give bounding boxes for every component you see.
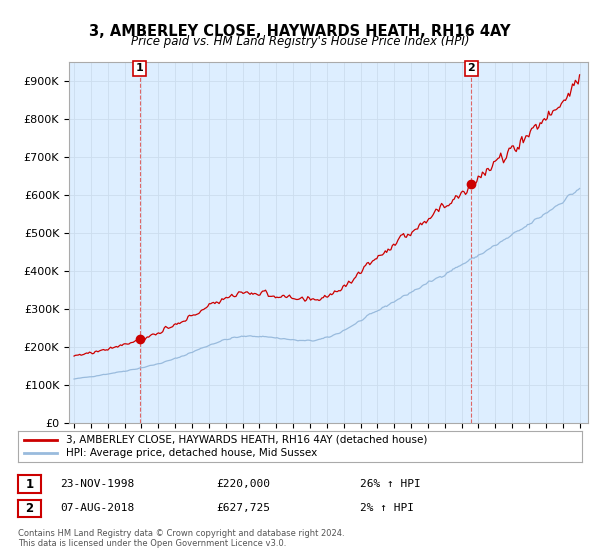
Text: 2: 2	[467, 63, 475, 73]
Text: 1: 1	[136, 63, 143, 73]
Text: 23-NOV-1998: 23-NOV-1998	[60, 479, 134, 489]
Text: 2: 2	[25, 502, 34, 515]
Text: Contains HM Land Registry data © Crown copyright and database right 2024.
This d: Contains HM Land Registry data © Crown c…	[18, 529, 344, 548]
Text: £627,725: £627,725	[216, 503, 270, 514]
Text: 1: 1	[25, 478, 34, 491]
Text: 2% ↑ HPI: 2% ↑ HPI	[360, 503, 414, 514]
Text: £220,000: £220,000	[216, 479, 270, 489]
Text: 3, AMBERLEY CLOSE, HAYWARDS HEATH, RH16 4AY: 3, AMBERLEY CLOSE, HAYWARDS HEATH, RH16 …	[89, 24, 511, 39]
Text: Price paid vs. HM Land Registry's House Price Index (HPI): Price paid vs. HM Land Registry's House …	[131, 35, 469, 48]
Text: 3, AMBERLEY CLOSE, HAYWARDS HEATH, RH16 4AY (detached house): 3, AMBERLEY CLOSE, HAYWARDS HEATH, RH16 …	[66, 435, 427, 445]
Text: 07-AUG-2018: 07-AUG-2018	[60, 503, 134, 514]
Text: 26% ↑ HPI: 26% ↑ HPI	[360, 479, 421, 489]
Text: HPI: Average price, detached house, Mid Sussex: HPI: Average price, detached house, Mid …	[66, 449, 317, 459]
